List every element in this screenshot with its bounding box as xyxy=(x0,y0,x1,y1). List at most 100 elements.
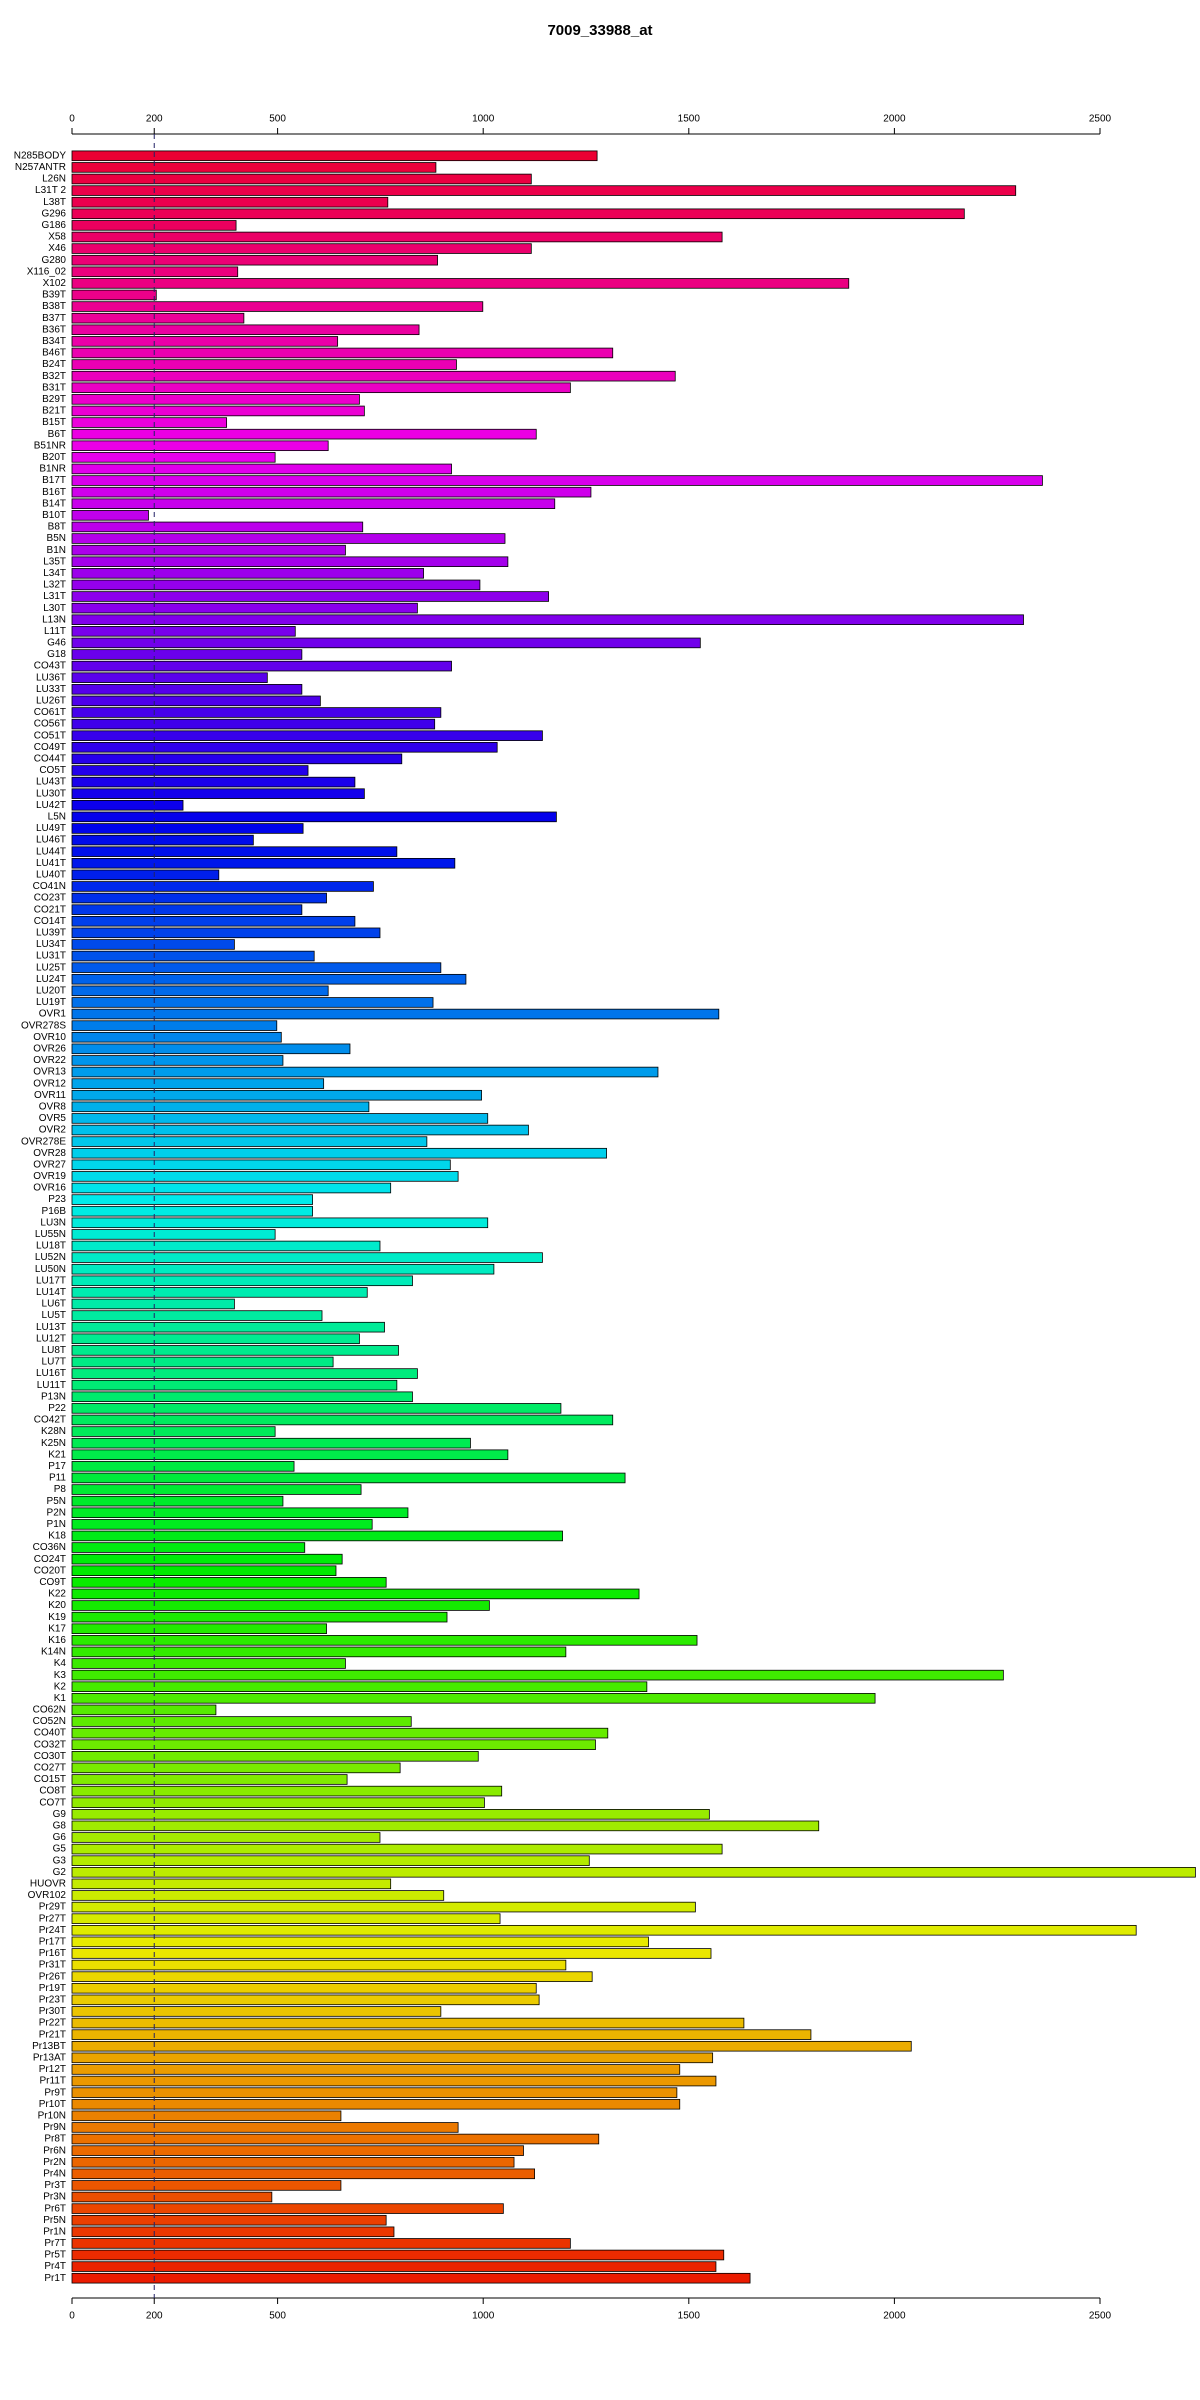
y-tick-label: B8T xyxy=(48,522,66,533)
bar xyxy=(71,1959,567,1971)
bar xyxy=(71,834,254,846)
y-tick-label: G186 xyxy=(42,220,67,231)
y-tick-label: B38T xyxy=(42,301,66,312)
bar xyxy=(71,602,418,614)
y-tick-label: N285BODY xyxy=(14,150,67,161)
y-tick-label: OVR102 xyxy=(28,1890,67,1901)
bar xyxy=(71,1727,609,1739)
bar xyxy=(71,463,452,475)
bar xyxy=(71,2040,912,2052)
bar xyxy=(71,394,360,405)
x-tick-label: 0 xyxy=(69,114,75,125)
y-tick-label: B1NR xyxy=(39,464,66,475)
x-tick-label: 200 xyxy=(146,2311,163,2322)
bar xyxy=(71,498,556,510)
y-tick-label: P11 xyxy=(49,1473,66,1484)
bar xyxy=(71,1472,626,1484)
y-tick-label: Pr13AT xyxy=(33,2052,66,2063)
y-tick-label: B34T xyxy=(42,336,66,347)
y-tick-label: Pr31T xyxy=(39,1960,66,1971)
y-tick-label: L35T xyxy=(43,556,66,567)
bar xyxy=(71,973,467,985)
bar xyxy=(71,1948,712,1959)
y-tick-label: LU30T xyxy=(36,788,66,799)
y-tick-label: P22 xyxy=(48,1403,66,1414)
bar xyxy=(71,2180,342,2191)
bar xyxy=(71,1982,537,1994)
y-tick-label: G3 xyxy=(53,1855,67,1866)
y-tick-label: B37T xyxy=(42,313,66,324)
y-tick-label: P1N xyxy=(47,1519,66,1530)
y-tick-label: CO40T xyxy=(34,1728,66,1739)
bar xyxy=(71,521,364,533)
y-tick-label: OVR8 xyxy=(39,1101,67,1112)
y-tick-label: K4 xyxy=(54,1658,67,1669)
y-tick-label: Pr27T xyxy=(39,1913,66,1924)
bar xyxy=(71,2249,725,2261)
bar xyxy=(71,776,356,788)
y-tick-label: B32T xyxy=(42,371,66,382)
x-tick-label: 1000 xyxy=(472,114,495,125)
y-tick-label: OVR22 xyxy=(33,1055,66,1066)
bar xyxy=(71,1762,401,1774)
x-tick-label: 1500 xyxy=(678,114,701,125)
bar xyxy=(71,2110,342,2122)
bar xyxy=(71,1124,529,1136)
bar xyxy=(71,1901,696,1913)
bar xyxy=(71,1321,385,1333)
bar xyxy=(71,1008,720,1020)
bar xyxy=(71,950,315,962)
bar xyxy=(71,1704,217,1716)
y-tick-label: LU20T xyxy=(36,985,66,996)
y-tick-label: Pr9N xyxy=(43,2122,66,2133)
bar xyxy=(71,1600,490,1611)
bar xyxy=(71,811,557,823)
y-tick-label: Pr1T xyxy=(44,2273,66,2284)
bar xyxy=(71,1611,448,1623)
bar xyxy=(71,2006,442,2017)
y-tick-label: LU55N xyxy=(35,1229,66,1240)
bar xyxy=(71,2017,745,2029)
y-tick-label: CO5T xyxy=(39,765,66,776)
bar xyxy=(71,1345,399,1356)
y-tick-label: CO61T xyxy=(34,707,66,718)
y-tick-label: N257ANTR xyxy=(15,162,66,173)
y-tick-label: Pr4N xyxy=(43,2168,66,2179)
bar xyxy=(71,1287,368,1298)
bar xyxy=(71,324,420,336)
y-tick-label: B20T xyxy=(42,452,66,463)
bar xyxy=(71,1843,723,1855)
bar xyxy=(71,788,365,799)
bar xyxy=(71,162,437,173)
bar xyxy=(71,846,398,857)
bar xyxy=(71,1147,607,1159)
y-tick-label: Pr29T xyxy=(39,1902,66,1913)
bar xyxy=(71,892,327,904)
bar xyxy=(71,1333,360,1345)
bar xyxy=(71,1693,876,1704)
bar xyxy=(71,1437,471,1449)
bar xyxy=(71,1171,459,1182)
bar xyxy=(71,2214,387,2226)
bar xyxy=(71,626,296,637)
bar xyxy=(71,823,304,834)
bar xyxy=(71,289,157,301)
bar xyxy=(71,2238,571,2249)
y-tick-label: LU46T xyxy=(36,835,66,846)
bar xyxy=(71,243,532,254)
x-tick-label: 1000 xyxy=(472,2311,495,2322)
bar xyxy=(71,2064,681,2075)
y-tick-label: CO44T xyxy=(34,754,66,765)
bar xyxy=(71,800,184,811)
y-tick-label: Pr17T xyxy=(39,1937,66,1948)
y-tick-label: LU44T xyxy=(36,846,66,857)
y-tick-label: B39T xyxy=(42,290,66,301)
bar xyxy=(71,927,381,939)
y-tick-label: Pr10T xyxy=(39,2099,66,2110)
y-tick-label: HUOVR xyxy=(30,1879,66,1890)
y-tick-label: Pr5N xyxy=(43,2215,66,2226)
bar xyxy=(71,2122,459,2133)
bar xyxy=(71,730,543,741)
y-tick-label: LU12T xyxy=(36,1333,66,1344)
y-tick-label: Pr12T xyxy=(39,2064,66,2075)
